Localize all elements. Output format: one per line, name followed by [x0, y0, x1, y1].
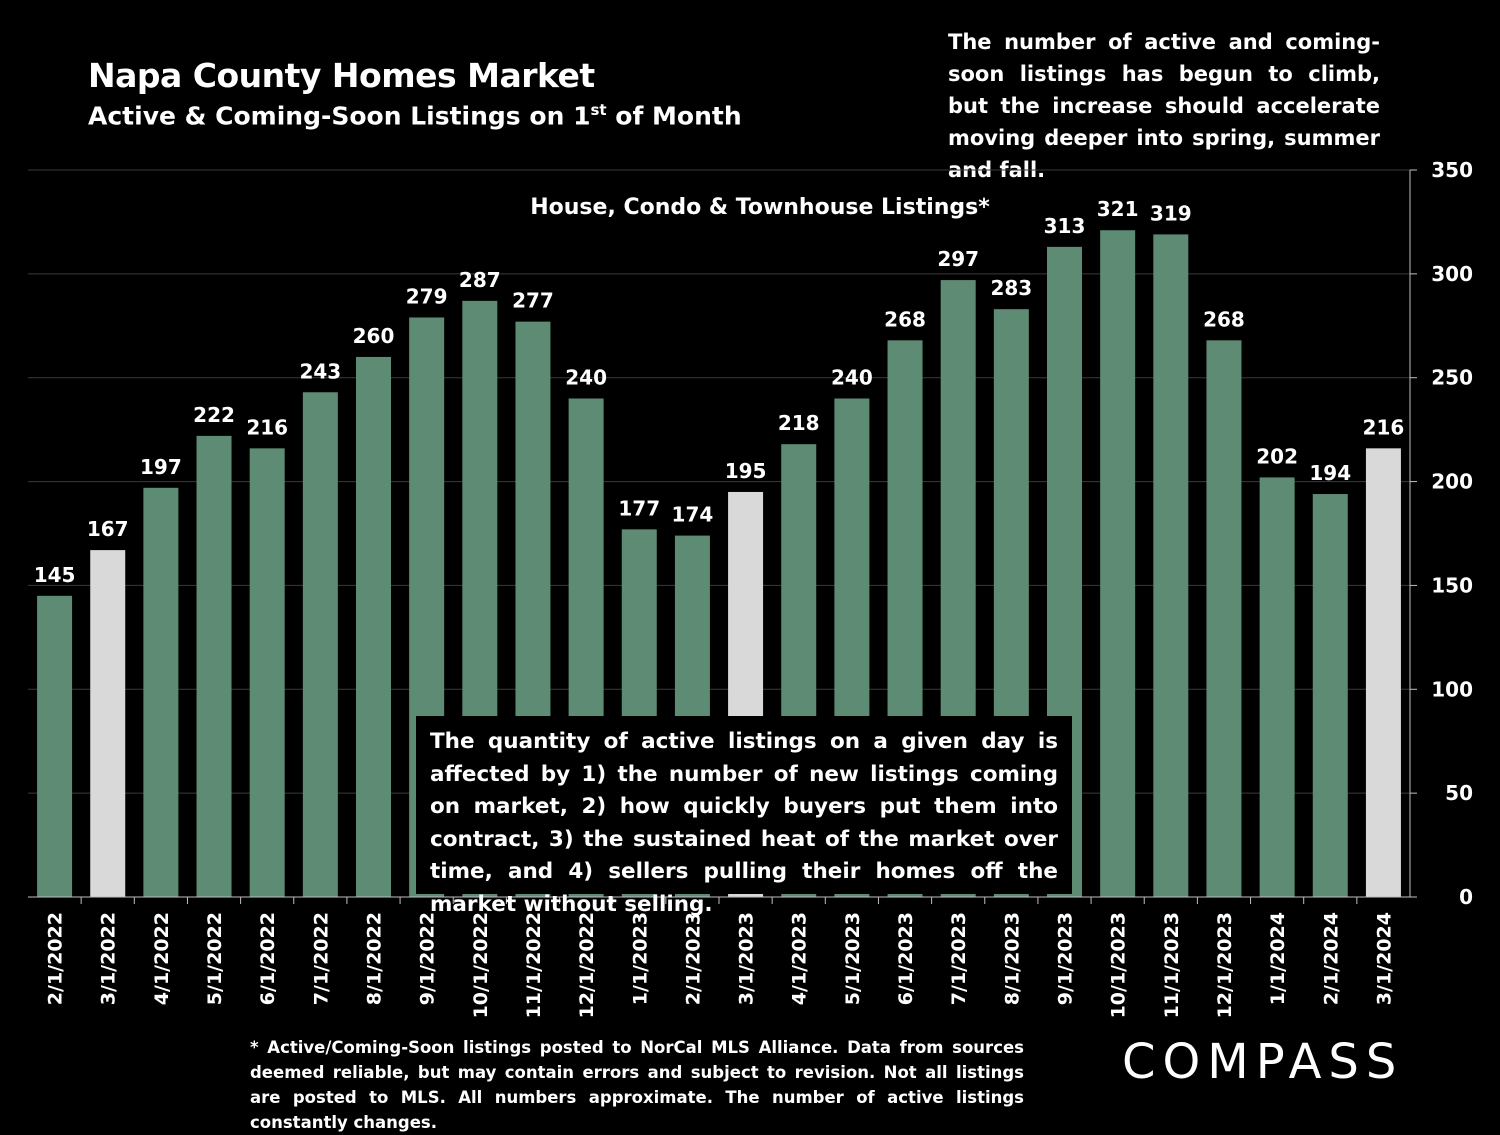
y-tick-label: 100 — [1431, 677, 1473, 701]
x-tick-label: 9/1/2022 — [417, 912, 439, 1005]
page-title: Napa County Homes Market — [88, 56, 595, 95]
data-label: 279 — [406, 284, 448, 308]
x-tick-label: 9/1/2023 — [1055, 912, 1077, 1005]
bar — [1259, 477, 1295, 897]
data-label: 177 — [618, 496, 660, 520]
y-tick-label: 0 — [1459, 885, 1473, 909]
data-label: 174 — [672, 503, 714, 527]
x-tick-label: 5/1/2022 — [204, 912, 226, 1005]
data-label: 240 — [565, 365, 607, 389]
data-label: 277 — [512, 289, 554, 313]
bar — [143, 487, 179, 897]
data-label: 218 — [778, 411, 820, 435]
bar — [1206, 340, 1242, 898]
bar — [249, 448, 285, 897]
data-label: 283 — [990, 276, 1032, 300]
x-tick-label: 7/1/2022 — [310, 912, 332, 1005]
top-commentary: The number of active and coming-soon lis… — [948, 30, 1380, 182]
x-tick-label: 2/1/2023 — [682, 912, 704, 1005]
x-tick-label: 7/1/2023 — [948, 912, 970, 1005]
bar — [90, 550, 126, 897]
bar — [196, 435, 232, 897]
data-label: 268 — [1203, 307, 1245, 331]
bar — [37, 595, 73, 897]
x-tick-label: 3/1/2022 — [98, 912, 120, 1005]
x-tick-label: 10/1/2023 — [1108, 912, 1130, 1018]
x-tick-label: 11/1/2022 — [523, 912, 545, 1018]
x-tick-label: 2/1/2022 — [45, 912, 67, 1005]
x-tick-label: 8/1/2022 — [364, 912, 386, 1005]
y-tick-label: 200 — [1431, 470, 1473, 494]
data-label: 240 — [831, 365, 873, 389]
data-label: 243 — [299, 359, 341, 383]
y-tick-label: 350 — [1431, 158, 1473, 182]
subtitle-tail: of Month — [606, 101, 742, 131]
data-label: 167 — [87, 517, 129, 541]
subtitle-main: Active & Coming-Soon Listings on 1 — [88, 101, 591, 131]
x-tick-label: 2/1/2024 — [1320, 912, 1342, 1005]
bar — [1312, 494, 1348, 897]
data-label: 216 — [1363, 415, 1405, 439]
x-tick-label: 12/1/2023 — [1214, 912, 1236, 1018]
compass-logo: COMPASS — [1122, 1034, 1404, 1090]
data-label: 268 — [884, 307, 926, 331]
x-tick-label: 6/1/2023 — [895, 912, 917, 1005]
x-tick-label: 4/1/2022 — [151, 912, 173, 1005]
y-tick-label: 300 — [1431, 262, 1473, 286]
x-tick-label: 1/1/2024 — [1267, 912, 1289, 1005]
x-tick-label: 1/1/2023 — [629, 912, 651, 1005]
data-label: 222 — [193, 403, 235, 427]
data-label: 321 — [1097, 197, 1139, 221]
title-block: Napa County Homes Market Active & Coming… — [88, 56, 742, 130]
bar — [1365, 448, 1401, 897]
data-label: 194 — [1309, 461, 1351, 485]
chart-title: House, Condo & Townhouse Listings* — [530, 195, 990, 220]
data-label: 260 — [353, 324, 395, 348]
bar — [302, 392, 338, 897]
data-label: 195 — [725, 459, 767, 483]
y-tick-label: 150 — [1431, 573, 1473, 597]
data-label: 197 — [140, 455, 182, 479]
bar — [1100, 230, 1136, 898]
data-label: 145 — [34, 563, 76, 587]
x-tick-label: 4/1/2023 — [789, 912, 811, 1005]
x-tick-label: 3/1/2024 — [1373, 912, 1395, 1005]
data-label: 313 — [1044, 214, 1086, 238]
subtitle-superscript: st — [590, 101, 607, 119]
y-tick-label: 50 — [1445, 781, 1473, 805]
data-label: 216 — [246, 415, 288, 439]
x-tick-label: 12/1/2022 — [576, 912, 598, 1018]
x-tick-label: 11/1/2023 — [1161, 912, 1183, 1018]
x-tick-label: 5/1/2023 — [842, 912, 864, 1005]
data-label: 319 — [1150, 201, 1192, 225]
footnote: * Active/Coming-Soon listings posted to … — [250, 1038, 1024, 1132]
bar — [356, 356, 391, 897]
x-tick-label: 8/1/2023 — [1001, 912, 1023, 1005]
chart-commentary-box: The quantity of active listings on a giv… — [416, 716, 1072, 917]
page-subtitle: Active & Coming-Soon Listings on 1st of … — [88, 101, 742, 130]
data-label: 287 — [459, 268, 501, 292]
x-tick-label: 10/1/2022 — [470, 912, 492, 1018]
x-tick-label: 6/1/2022 — [257, 912, 279, 1005]
data-label: 202 — [1256, 444, 1298, 468]
bar — [1153, 234, 1189, 898]
data-label: 297 — [937, 247, 979, 271]
x-tick-label: 3/1/2023 — [736, 912, 758, 1005]
y-tick-label: 250 — [1431, 366, 1473, 390]
